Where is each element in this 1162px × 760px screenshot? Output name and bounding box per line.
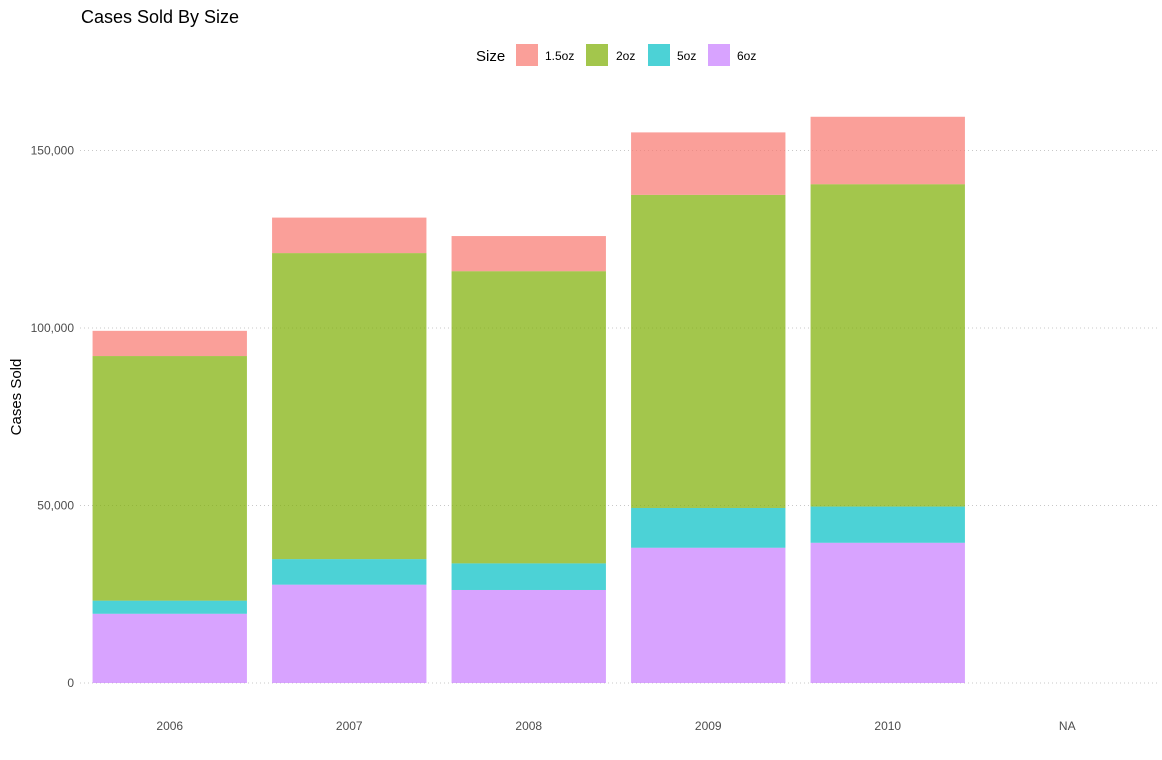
y-axis-title: Cases Sold xyxy=(8,359,25,436)
bar-1.5oz-2008 xyxy=(451,236,606,272)
bar-1.5oz-2010 xyxy=(810,116,965,185)
x-tick-label: 2010 xyxy=(874,719,901,733)
y-tick-label: 100,000 xyxy=(31,321,75,335)
y-tick-label: 150,000 xyxy=(31,144,75,158)
legend-key-6oz xyxy=(708,44,730,66)
x-axis-ticks: 2006 2007 2008 2009 2010 NA xyxy=(156,719,1075,733)
legend: Size 1.5oz 2oz 5oz 6oz xyxy=(476,44,756,66)
y-axis-ticks: 0 50,000 100,000 150,000 xyxy=(31,144,75,691)
x-tick-label: NA xyxy=(1059,719,1076,733)
bar-5oz-2010 xyxy=(810,506,965,543)
legend-label-1.5oz: 1.5oz xyxy=(545,49,574,63)
bar-2oz-2009 xyxy=(631,194,786,508)
bar-2oz-2006 xyxy=(92,356,247,601)
legend-label-5oz: 5oz xyxy=(677,49,696,63)
bar-6oz-2006 xyxy=(92,613,247,683)
bar-6oz-2009 xyxy=(631,547,786,683)
bar-2oz-2008 xyxy=(451,271,606,564)
x-tick-label: 2007 xyxy=(336,719,363,733)
bars xyxy=(92,116,965,683)
bar-1.5oz-2009 xyxy=(631,132,786,195)
bar-1.5oz-2006 xyxy=(92,330,247,357)
bar-2oz-2010 xyxy=(810,184,965,507)
legend-label-2oz: 2oz xyxy=(616,49,635,63)
bar-5oz-2009 xyxy=(631,507,786,548)
legend-key-2oz xyxy=(586,44,608,66)
bar-6oz-2008 xyxy=(451,589,606,683)
bar-5oz-2006 xyxy=(92,600,247,614)
legend-label-6oz: 6oz xyxy=(737,49,756,63)
x-tick-label: 2006 xyxy=(156,719,183,733)
bar-2oz-2007 xyxy=(272,253,427,560)
legend-key-1.5oz xyxy=(516,44,538,66)
y-tick-label: 50,000 xyxy=(37,499,74,513)
bar-6oz-2010 xyxy=(810,542,965,683)
x-tick-label: 2009 xyxy=(695,719,722,733)
bar-1.5oz-2007 xyxy=(272,217,427,254)
bar-5oz-2008 xyxy=(451,563,606,590)
x-tick-label: 2008 xyxy=(515,719,542,733)
bar-5oz-2007 xyxy=(272,559,427,585)
bar-6oz-2007 xyxy=(272,584,427,683)
y-tick-label: 0 xyxy=(67,676,74,690)
legend-title: Size xyxy=(476,48,505,65)
legend-key-5oz xyxy=(648,44,670,66)
chart-title: Cases Sold By Size xyxy=(81,7,239,27)
